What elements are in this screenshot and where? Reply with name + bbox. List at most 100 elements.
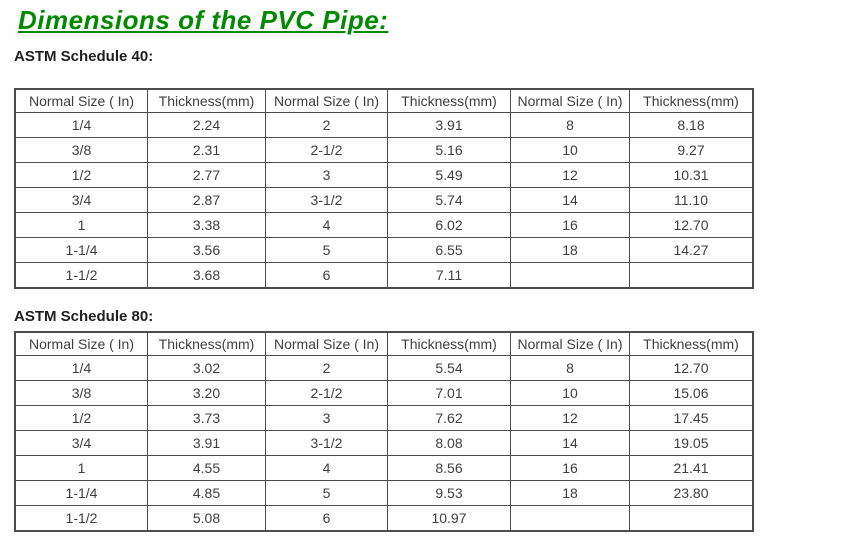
table-cell: 2.31 [147,136,266,163]
table-cell: 3.68 [147,261,266,289]
table-cell: 1-1/2 [14,261,148,289]
table-row: 1/4 3.02 2 5.54 8 12.70 [14,354,754,381]
table-row: 3/4 3.91 3-1/2 8.08 14 19.05 [14,429,754,456]
table-cell: 10 [510,379,630,406]
table-cell: 3-1/2 [265,429,388,456]
table-cell: 3.20 [147,379,266,406]
table-row: 1-1/4 3.56 5 6.55 18 14.27 [14,236,754,263]
table-cell: 6 [265,261,388,289]
table-cell: 5.49 [387,161,511,188]
table-cell: 1/4 [14,111,148,138]
table-cell [510,504,630,532]
header-row: Normal Size ( In) Thickness(mm) Normal Siz… [14,88,754,113]
schedule-40-table: Normal Size ( In) Thickness(mm) Normal Siz… [14,87,754,289]
table-row: 1/2 3.73 3 7.62 12 17.45 [14,404,754,431]
table-cell: 5.54 [387,354,511,381]
table-cell: 16 [510,211,630,238]
table-cell: 2.77 [147,161,266,188]
table-cell: 6.55 [387,236,511,263]
table-cell: 2-1/2 [265,136,388,163]
table-cell: 4.55 [147,454,266,481]
table-cell: 3.73 [147,404,266,431]
table-cell: 8 [510,354,630,381]
table-cell: 8 [510,111,630,138]
table-cell: 18 [510,479,630,506]
table-row: 1-1/2 5.08 6 10.97 [14,504,754,532]
table-cell: 5 [265,479,388,506]
table-cell: 7.62 [387,404,511,431]
table-cell: 3.02 [147,354,266,381]
header-row: Normal Size ( In) Thickness(mm) Normal Siz… [14,331,754,356]
table-cell: 2-1/2 [265,379,388,406]
table-cell: 4.85 [147,479,266,506]
table-cell: 3 [265,161,388,188]
table-cell: 6.02 [387,211,511,238]
column-header: Thickness(mm) [629,88,754,113]
schedule-40-section: ASTM Schedule 40: Normal Size ( In) Thick… [14,48,847,289]
column-header: Thickness(mm) [147,88,266,113]
table-cell: 2 [265,354,388,381]
schedule-40-subtitle: ASTM Schedule 40: [14,47,154,65]
table-cell: 3-1/2 [265,186,388,213]
schedule-80-section: ASTM Schedule 80: Normal Size ( In) Thick… [14,308,847,532]
schedule-80-subtitle: ASTM Schedule 80: [14,307,154,325]
table-cell: 12 [510,161,630,188]
table-cell: 10.31 [629,161,754,188]
table-cell: 8.56 [387,454,511,481]
table-cell [629,504,754,532]
table-cell: 1-1/2 [14,504,148,532]
table-cell: 1 [14,211,148,238]
table-row: 1/2 2.77 3 5.49 12 10.31 [14,161,754,188]
table-cell: 14 [510,186,630,213]
column-header: Normal Size ( In) [265,331,388,356]
table-cell: 5.74 [387,186,511,213]
table-cell: 3.56 [147,236,266,263]
table-row: 1 3.38 4 6.02 16 12.70 [14,211,754,238]
table-cell: 3/8 [14,379,148,406]
table-cell: 10 [510,136,630,163]
table-cell: 9.27 [629,136,754,163]
table-cell [629,261,754,289]
column-header: Thickness(mm) [387,88,511,113]
table-cell: 2.87 [147,186,266,213]
table-cell: 3.38 [147,211,266,238]
table-cell: 1/4 [14,354,148,381]
table-cell: 23.80 [629,479,754,506]
table-cell: 3/8 [14,136,148,163]
page-title: Dimensions of the PVC Pipe: [18,5,389,35]
table-row: 3/4 2.87 3-1/2 5.74 14 11.10 [14,186,754,213]
table-cell: 12.70 [629,211,754,238]
table-cell: 21.41 [629,454,754,481]
table-cell: 8.18 [629,111,754,138]
table-cell [510,261,630,289]
column-header: Normal Size ( In) [510,88,630,113]
table-cell: 5.08 [147,504,266,532]
table-cell: 1/2 [14,404,148,431]
table-cell: 4 [265,211,388,238]
table-cell: 6 [265,504,388,532]
table-cell: 19.05 [629,429,754,456]
table-row: 1-1/4 4.85 5 9.53 18 23.80 [14,479,754,506]
table-cell: 7.01 [387,379,511,406]
table-cell: 3/4 [14,186,148,213]
table-cell: 12 [510,404,630,431]
table-row: 1 4.55 4 8.56 16 21.41 [14,454,754,481]
column-header: Thickness(mm) [387,331,511,356]
column-header: Normal Size ( In) [14,331,148,356]
table-cell: 12.70 [629,354,754,381]
table-cell: 2 [265,111,388,138]
column-header: Normal Size ( In) [265,88,388,113]
table-cell: 11.10 [629,186,754,213]
table-cell: 18 [510,236,630,263]
table-cell: 7.11 [387,261,511,289]
table-row: 3/8 3.20 2-1/2 7.01 10 15.06 [14,379,754,406]
column-header: Normal Size ( In) [14,88,148,113]
table-cell: 3.91 [387,111,511,138]
table-cell: 14 [510,429,630,456]
table-cell: 15.06 [629,379,754,406]
table-row: 3/8 2.31 2-1/2 5.16 10 9.27 [14,136,754,163]
column-header: Thickness(mm) [629,331,754,356]
table-cell: 10.97 [387,504,511,532]
table-cell: 14.27 [629,236,754,263]
table-cell: 16 [510,454,630,481]
